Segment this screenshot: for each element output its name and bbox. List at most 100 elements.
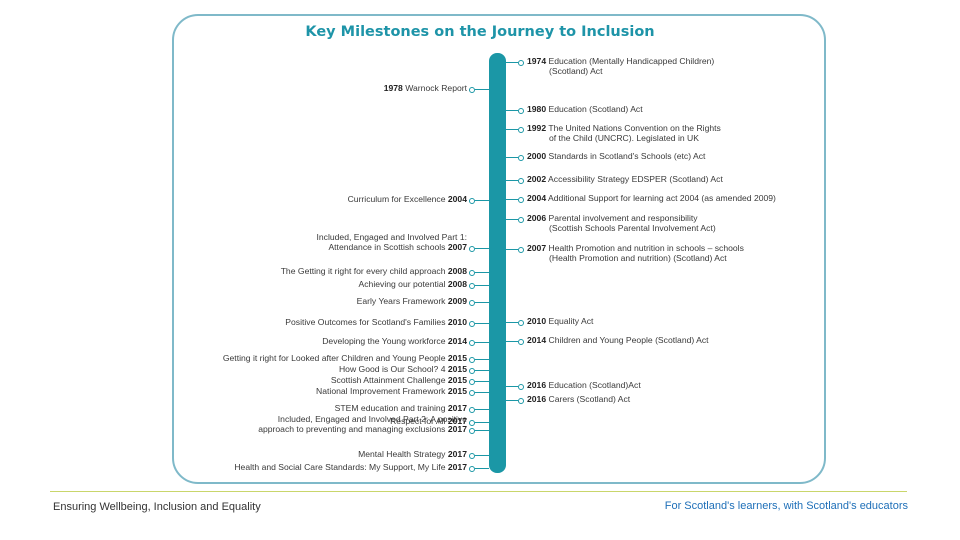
milestone-year: 1974 [527,56,547,66]
connector-line [506,386,518,387]
milestone-year: 2002 [527,174,547,184]
milestone-year: 2017 [447,462,467,472]
milestone-right: 2016 Carers (Scotland) Act [527,394,631,405]
milestone-label: Health Promotion and nutrition in school… [546,243,744,253]
milestone-line1: 1974 Education (Mentally Handicapped Chi… [527,56,714,67]
footer-right-text: For Scotland's learners, with Scotland's… [664,500,908,512]
milestone-left: Positive Outcomes for Scotland's Familie… [285,317,467,328]
milestone-year: 2007 [527,243,547,253]
milestone-year: 2004 [447,194,467,204]
milestone-left: How Good is Our School? 4 2015 [338,364,467,375]
connector-line [506,199,518,200]
connector-line [506,180,518,181]
timeline-bar [489,53,506,473]
milestone-label: Additional Support for learning act 2004… [546,193,776,203]
milestone-dot [518,155,524,161]
milestone-dot [518,127,524,133]
milestone-label-line2: (Scottish Schools Parental Involvement A… [549,222,716,233]
milestone-label: Children and Young People (Scotland) Act [546,335,709,345]
milestone-right: 1992 The United Nations Convention on th… [527,123,721,143]
milestone-left: 1978 Warnock Report [384,83,467,94]
milestone-line1: 2002 Accessibility Strategy EDSPER (Scot… [527,174,723,185]
milestone-dot [518,398,524,404]
connector-line [475,89,489,90]
milestone-line1: 1980 Education (Scotland) Act [527,104,643,115]
milestone-label: Mental Health Strategy [358,449,448,459]
milestone-dot [518,339,524,345]
connector-line [475,468,489,469]
milestone-year: 2015 [447,386,467,396]
milestone-year: 2015 [447,353,467,363]
milestone-dot [518,384,524,390]
milestone-line1: 2007 Health Promotion and nutrition in s… [527,243,744,254]
milestone-left: Scottish Attainment Challenge 2015 [331,375,467,386]
milestone-year: 1980 [527,104,547,114]
milestone-left: Included, Engaged and Involved Part 1: At… [317,232,468,252]
connector-line [475,285,489,286]
milestone-dot [469,428,475,434]
milestone-label: How Good is Our School? 4 [338,364,448,374]
milestone-label: approach to preventing and managing excl… [258,423,448,434]
connector-line [475,455,489,456]
footer-divider [50,491,907,492]
milestone-label: Achieving our potential [358,279,448,289]
milestone-left: National Improvement Framework 2015 [316,386,467,397]
milestone-year: 2014 [447,336,467,346]
milestone-label-line2: (Health Promotion and nutrition) (Scotla… [549,252,727,263]
milestone-dot [469,198,475,204]
milestone-year: 2014 [527,335,547,345]
milestone-label: Warnock Report [402,83,467,93]
diagram-title: Key Milestones on the Journey to Inclusi… [305,24,655,40]
connector-line [475,430,489,431]
milestone-label: Accessibility Strategy EDSPER (Scotland)… [546,174,723,184]
milestone-label: Education (Scotland)Act [546,380,641,390]
milestone-label-line2: of the Child (UNCRC). Legislated in UK [549,132,699,143]
connector-line [475,381,489,382]
milestone-label: Carers (Scotland) Act [546,394,631,404]
milestone-dot [469,357,475,363]
milestone-dot [469,321,475,327]
milestone-right: 2002 Accessibility Strategy EDSPER (Scot… [527,174,723,185]
connector-line [475,370,489,371]
connector-line [475,392,489,393]
milestone-year: 2017 [447,403,467,413]
milestone-left: Mental Health Strategy 2017 [358,449,467,460]
milestone-label: Positive Outcomes for Scotland's Familie… [285,317,448,327]
milestone-left: Achieving our potential 2008 [358,279,467,290]
milestone-dot [469,368,475,374]
milestone-right: 2007 Health Promotion and nutrition in s… [527,243,744,263]
milestone-left: Early Years Framework 2009 [357,296,467,307]
milestone-year: 2008 [447,279,467,289]
milestone-label: Standards in Scotland's Schools (etc) Ac… [546,151,706,161]
connector-line [475,200,489,201]
milestone-dot [518,247,524,253]
milestone-year: 2008 [447,266,467,276]
milestone-right: 2016 Education (Scotland)Act [527,380,641,391]
milestone-left: Getting it right for Looked after Childr… [222,353,467,364]
connector-line [506,110,518,111]
milestone-year: 2017 [447,449,467,459]
milestone-left: STEM education and training 2017 [335,403,467,414]
milestone-right: 1974 Education (Mentally Handicapped Chi… [527,56,714,76]
milestone-dot [469,466,475,472]
milestone-label-line2: approach to preventing and managing excl… [258,423,467,435]
milestone-line1: 2004 Additional Support for learning act… [527,193,776,204]
connector-line [506,249,518,250]
connector-line [475,248,489,249]
milestone-dot [469,379,475,385]
milestone-label: Getting it right for Looked after Childr… [222,353,448,363]
milestone-right: 2006 Parental involvement and responsibi… [527,213,716,233]
milestone-label-line1: Included, Engaged and Involved Part 2: A… [277,414,467,424]
milestone-dot [518,178,524,184]
milestone-left: Respect for All 2017 [390,416,467,427]
milestone-year: 2007 [447,241,467,252]
milestone-year: 1992 [527,123,547,133]
connector-line [475,359,489,360]
milestone-dot [469,283,475,289]
milestone-label-line2: (Scotland) Act [549,65,603,76]
milestone-dot [469,420,475,426]
connector-line [475,302,489,303]
connector-line [475,342,489,343]
milestone-dot [518,197,524,203]
connector-line [506,341,518,342]
